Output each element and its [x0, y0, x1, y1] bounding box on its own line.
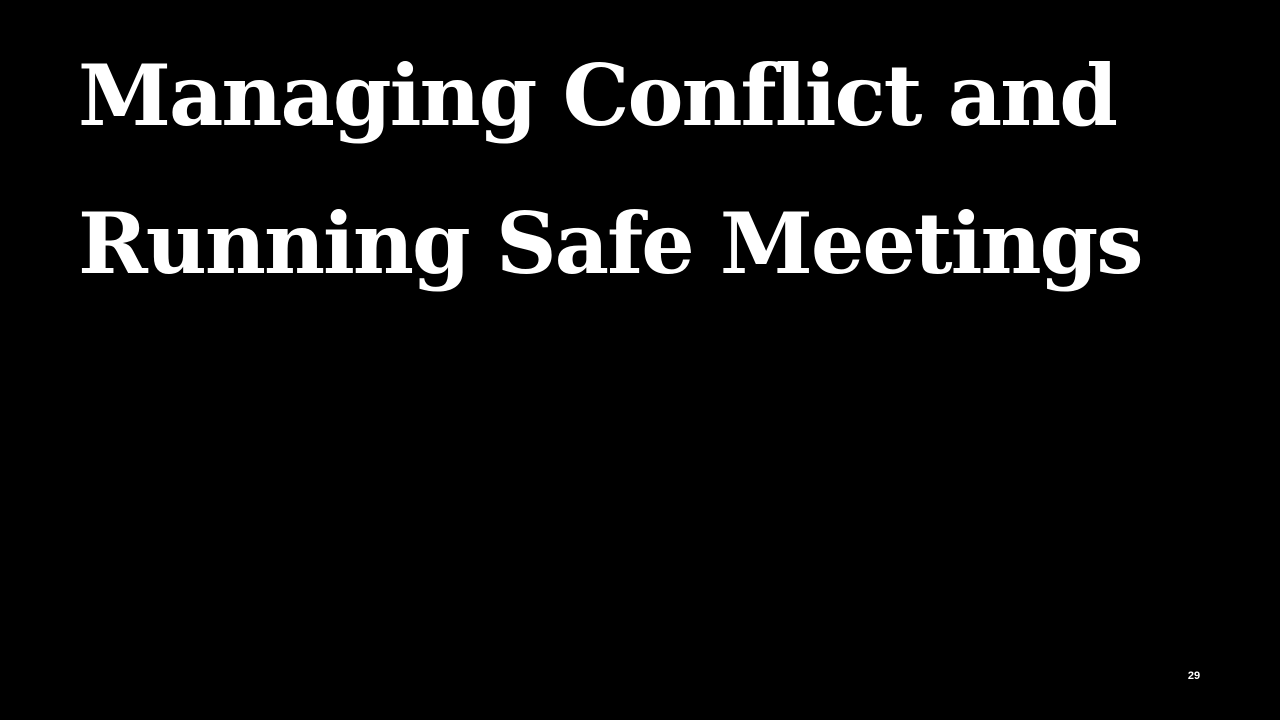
slide-page-number: 29 [1187, 670, 1201, 682]
slide-title-line-1: Managing Conflict and [78, 46, 1118, 145]
slide-title-line-2: Running Safe Meetings [78, 194, 1144, 293]
slide-title: Managing Conflict and Running Safe Meeti… [78, 22, 1228, 318]
